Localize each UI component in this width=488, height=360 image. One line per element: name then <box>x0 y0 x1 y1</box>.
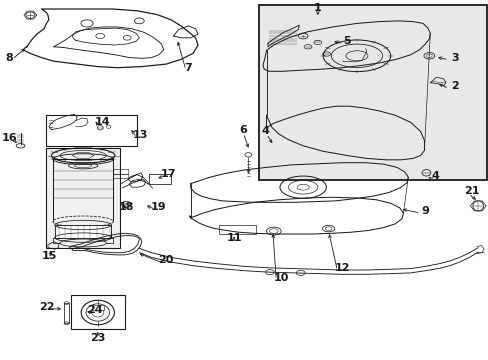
Text: 24: 24 <box>87 305 103 315</box>
Bar <box>92 305 103 310</box>
Text: 10: 10 <box>273 273 288 283</box>
Bar <box>71 295 124 329</box>
Text: 20: 20 <box>158 255 174 265</box>
Text: 11: 11 <box>226 233 242 243</box>
Text: 9: 9 <box>421 206 428 216</box>
Text: 4: 4 <box>430 171 438 181</box>
Text: 3: 3 <box>450 53 458 63</box>
Bar <box>149 174 171 184</box>
Text: 8: 8 <box>5 53 13 63</box>
Text: 4: 4 <box>261 126 268 136</box>
Text: 22: 22 <box>39 302 54 312</box>
Text: 19: 19 <box>151 202 166 212</box>
Bar <box>46 148 120 248</box>
Text: 23: 23 <box>90 333 105 343</box>
Text: 21: 21 <box>463 186 479 196</box>
Bar <box>64 303 69 323</box>
Text: 12: 12 <box>334 263 349 273</box>
Text: 16: 16 <box>2 132 18 143</box>
Bar <box>259 5 486 180</box>
Text: 1: 1 <box>313 3 321 13</box>
Bar <box>55 225 111 238</box>
Text: 5: 5 <box>343 36 350 46</box>
Bar <box>219 225 255 234</box>
Text: 13: 13 <box>133 130 148 140</box>
Text: 17: 17 <box>161 168 176 179</box>
Text: 2: 2 <box>450 81 458 91</box>
Bar <box>46 115 137 146</box>
Text: 18: 18 <box>118 202 134 212</box>
Text: 15: 15 <box>41 251 57 261</box>
Text: 7: 7 <box>184 63 192 73</box>
Text: 14: 14 <box>95 117 110 127</box>
Text: 6: 6 <box>239 125 247 135</box>
